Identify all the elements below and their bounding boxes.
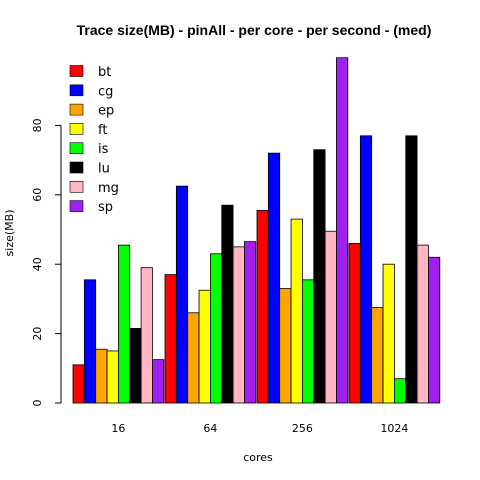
legend-label-ep: ep — [98, 104, 114, 119]
bar-mg-64 — [232, 246, 245, 404]
legend-label-ft: ft — [98, 123, 107, 138]
legend-swatch-ep — [69, 103, 84, 116]
y-axis-label: size(MB) — [3, 210, 16, 257]
bar-lu-256 — [313, 149, 326, 404]
legend: bt cg ep ft is lu mg sp — [69, 65, 119, 215]
bar-cg-1024 — [359, 135, 373, 404]
y-tick-label-60: 60 — [31, 188, 44, 202]
x-tick-label-256: 256 — [292, 422, 313, 435]
x-tick-label-64: 64 — [203, 422, 217, 435]
y-tick-label-20: 20 — [31, 327, 44, 341]
bar-ep-1024 — [371, 307, 384, 404]
bar-ft-16 — [106, 350, 119, 404]
legend-swatch-is — [69, 142, 84, 154]
legend-swatch-cg — [69, 84, 84, 97]
bar-mg-16 — [140, 267, 153, 404]
x-tick-label-1024: 1024 — [380, 422, 408, 435]
bar-ft-256 — [290, 218, 303, 404]
bar-ft-1024 — [382, 263, 395, 404]
x-axis-label: cores — [243, 451, 273, 464]
bar-mg-256 — [324, 230, 337, 404]
legend-label-is: is — [98, 142, 109, 157]
legend-label-lu: lu — [98, 162, 110, 177]
bar-cg-256 — [267, 152, 281, 404]
legend-label-sp: sp — [98, 200, 113, 215]
bar-is-16 — [118, 244, 131, 404]
bar-bt-16 — [72, 364, 85, 404]
x-tick-label-16: 16 — [111, 422, 125, 435]
legend-swatch-ft — [69, 123, 84, 135]
bar-lu-1024 — [405, 135, 418, 404]
y-axis: 0 20 40 60 80 — [31, 118, 62, 407]
legend-label-bt: bt — [98, 65, 111, 80]
x-axis: 16 64 256 1024 — [111, 422, 408, 435]
bar-bt-256 — [256, 210, 269, 404]
bar-sp-256 — [336, 57, 349, 404]
legend-swatch-mg — [69, 181, 84, 193]
bar-lu-64 — [221, 204, 234, 404]
bar-ep-16 — [95, 348, 108, 404]
y-tick-label-80: 80 — [31, 118, 44, 132]
bar-cg-16 — [83, 279, 97, 404]
bar-sp-16 — [152, 359, 165, 404]
bar-sp-1024 — [428, 256, 441, 404]
y-tick-label-0: 0 — [31, 400, 44, 407]
chart-title: Trace size(MB) - pinAll - per core - per… — [77, 22, 432, 38]
bar-is-64 — [209, 253, 223, 404]
legend-label-mg: mg — [98, 181, 119, 196]
bar-lu-16 — [129, 327, 142, 404]
legend-swatch-sp — [69, 200, 84, 212]
legend-label-cg: cg — [98, 84, 113, 99]
bar-mg-1024 — [416, 244, 429, 404]
legend-swatch-lu — [69, 161, 84, 174]
legend-swatch-bt — [69, 65, 84, 77]
bar-cg-64 — [175, 185, 189, 404]
bar-ft-64 — [198, 289, 211, 404]
bar-is-256 — [301, 279, 315, 404]
bar-ep-64 — [187, 312, 200, 404]
bar-ep-256 — [279, 288, 292, 404]
plot-area — [72, 57, 441, 404]
bar-is-1024 — [393, 378, 407, 404]
y-tick-label-40: 40 — [31, 257, 44, 271]
bar-bt-64 — [164, 274, 177, 404]
bar-sp-64 — [244, 241, 257, 404]
bar-bt-1024 — [348, 242, 361, 404]
